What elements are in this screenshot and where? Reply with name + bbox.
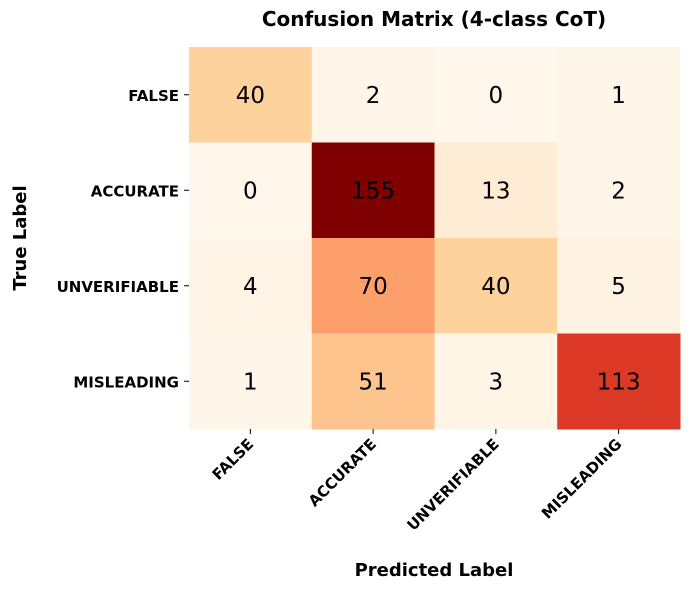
chart-title: Confusion Matrix (4-class CoT) [262, 7, 606, 31]
cell-value-label: 113 [597, 369, 641, 395]
heatmap-cells [189, 47, 681, 430]
heatmap-cell [557, 47, 681, 143]
heatmap-cell [434, 238, 558, 334]
y-axis-ticks: FALSE ACCURATE UNVERIFIABLE MISLEADING [57, 87, 189, 391]
heatmap-cell [189, 238, 313, 334]
x-tick-label: FALSE [209, 435, 258, 484]
heatmap-cell [189, 47, 313, 143]
heatmap-cell [311, 142, 435, 239]
heatmap-cell [557, 238, 681, 334]
cell-value-label: 5 [611, 274, 626, 300]
y-axis-label: True Label [10, 185, 31, 290]
x-axis-label: Predicted Label [355, 560, 514, 581]
x-tick-label: ACCURATE [305, 435, 380, 510]
heatmap-cell [557, 142, 681, 239]
heatmap-cell [189, 333, 313, 430]
x-tick-label: MISLEADING [538, 435, 625, 522]
cell-value-label: 2 [366, 83, 381, 109]
heatmap-cell [311, 333, 435, 430]
heatmap-cell [311, 238, 435, 334]
heatmap-cell [434, 142, 558, 239]
cell-value-label: 40 [236, 83, 265, 109]
cell-value-label: 0 [489, 83, 504, 109]
cell-value-label: 4 [243, 274, 258, 300]
cell-value-label: 13 [481, 178, 510, 204]
cell-annotations: 40 2 0 10 155 13 24 70 40 51 51 3 113 [236, 83, 641, 396]
heatmap-cell [311, 47, 435, 143]
y-tick-label: MISLEADING [73, 373, 179, 391]
x-tick-label: UNVERIFIABLE [403, 435, 502, 534]
heatmap-cell [434, 47, 558, 143]
cell-value-label: 40 [481, 274, 510, 300]
cell-value-label: 155 [351, 178, 395, 204]
cell-value-label: 0 [243, 178, 258, 204]
y-tick-label: ACCURATE [91, 182, 179, 200]
cell-value-label: 1 [611, 83, 626, 109]
heatmap-cell [189, 142, 313, 239]
y-tick-label: FALSE [128, 87, 179, 105]
heatmap-cell [434, 333, 558, 430]
y-tick-label: UNVERIFIABLE [57, 278, 179, 296]
x-axis-ticks: FALSE ACCURATE UNVERIFIABLE MISLEADING [209, 429, 625, 534]
cell-value-label: 70 [358, 274, 387, 300]
cell-value-label: 1 [243, 369, 258, 395]
heatmap-cell [557, 333, 681, 430]
cell-value-label: 51 [358, 369, 387, 395]
cell-value-label: 2 [611, 178, 626, 204]
cell-value-label: 3 [489, 369, 504, 395]
